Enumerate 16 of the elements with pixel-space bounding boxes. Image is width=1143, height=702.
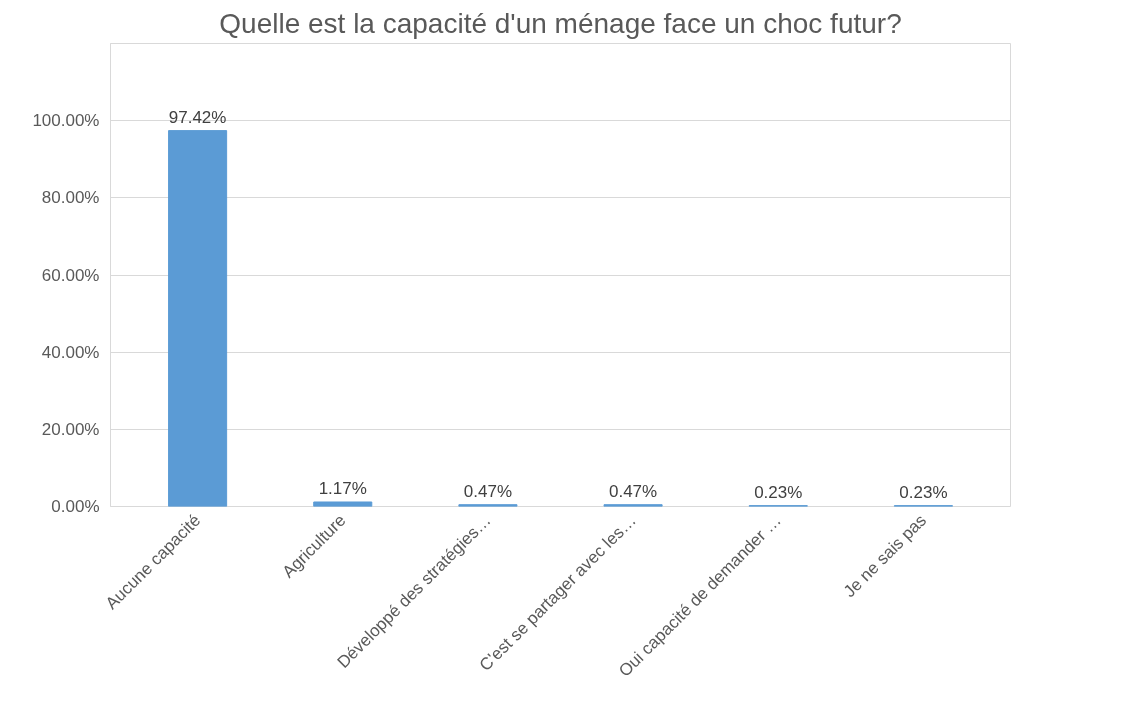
data-label: 0.47% bbox=[463, 481, 513, 501]
y-tick-label: 0.00% bbox=[51, 497, 100, 516]
data-label: 97.42% bbox=[168, 107, 227, 127]
y-tick-label: 60.00% bbox=[41, 265, 100, 285]
bar bbox=[168, 130, 228, 507]
data-label: 0.47% bbox=[608, 481, 658, 501]
data-label: 0.23% bbox=[754, 482, 803, 502]
data-label: 0.23% bbox=[899, 482, 948, 502]
bar bbox=[313, 501, 373, 507]
chart-title: Quelle est la capacité d'un ménage face un choc futur? bbox=[219, 7, 902, 39]
y-tick-label: 80.00% bbox=[41, 188, 100, 208]
y-tick-label: 20.00% bbox=[41, 419, 100, 439]
y-tick-label: 40.00% bbox=[41, 342, 100, 362]
y-tick-label: 100.00% bbox=[32, 111, 100, 131]
data-label: 1.17% bbox=[318, 478, 367, 498]
x-tick-label: Je ne sais pas bbox=[839, 510, 931, 602]
